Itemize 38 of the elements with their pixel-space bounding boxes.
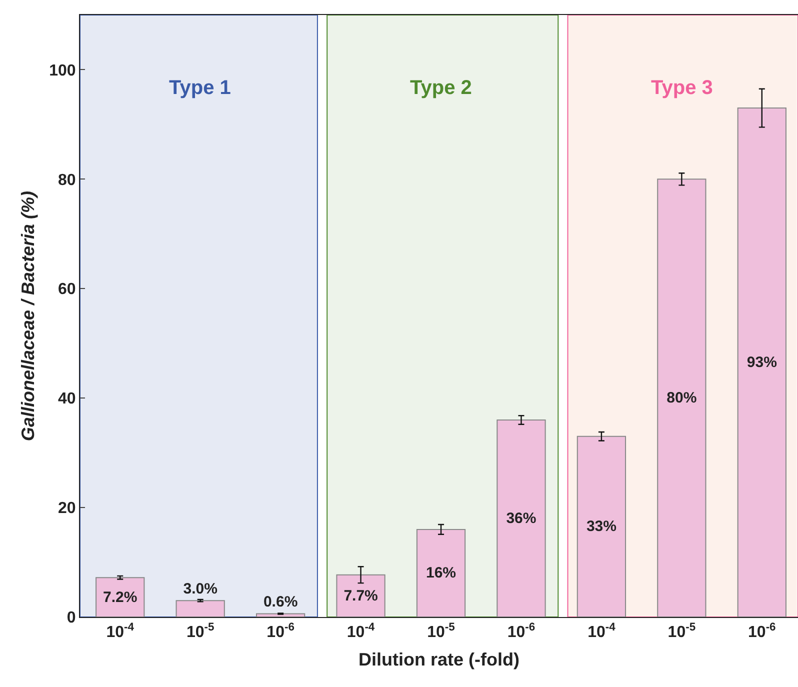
data-label: 7.2% bbox=[103, 588, 138, 606]
bar bbox=[416, 528, 466, 617]
bar bbox=[576, 436, 626, 617]
x-tick-label: 10$^{-4}$ bbox=[346, 621, 376, 642]
data-label: 7.7% bbox=[344, 587, 378, 604]
x-tick-label: 10$^{-4}$ bbox=[106, 621, 135, 642]
annotation: Type 3 bbox=[651, 77, 713, 99]
data-label: 0.6% bbox=[263, 594, 298, 611]
bar bbox=[96, 577, 145, 617]
y-tick-label: 80 bbox=[58, 172, 76, 189]
data-label: 3.0% bbox=[183, 580, 218, 598]
x-axis-title: Dilution rate (-fold) bbox=[358, 649, 520, 670]
y-axis-title: Gallionellaceae / Bacteria (%) bbox=[18, 190, 38, 442]
data-label: 80% bbox=[666, 390, 697, 407]
x-tick-label: 10$^{-5}$ bbox=[186, 621, 214, 642]
bar bbox=[657, 178, 706, 617]
x-tick-label: 10$^{-5}$ bbox=[668, 621, 696, 642]
y-tick-label: 20 bbox=[58, 500, 76, 518]
bar bbox=[256, 613, 306, 617]
x-tick-label: 10$^{-6}$ bbox=[266, 621, 294, 642]
data-label: 36% bbox=[506, 510, 536, 527]
y-tick-label: 40 bbox=[58, 390, 76, 408]
y-tick-label: 100 bbox=[49, 62, 76, 80]
data-label: 33% bbox=[586, 518, 616, 536]
x-tick-label: 10$^{-5}$ bbox=[427, 621, 455, 642]
y-tick-label: 60 bbox=[58, 281, 76, 298]
data-label: 16% bbox=[426, 564, 456, 582]
bar bbox=[336, 574, 386, 617]
x-tick-label: 10$^{-6}$ bbox=[748, 621, 776, 642]
data-label: 93% bbox=[746, 354, 777, 372]
bar bbox=[737, 108, 786, 617]
annotation: Type 1 bbox=[169, 77, 231, 99]
x-tick-label: 10$^{-6}$ bbox=[507, 621, 536, 642]
bar bbox=[496, 419, 546, 617]
x-tick-label: 10$^{-4}$ bbox=[588, 621, 616, 642]
y-tick-label: 0 bbox=[66, 610, 76, 627]
annotation: Type 2 bbox=[410, 77, 472, 99]
bar bbox=[176, 600, 225, 617]
